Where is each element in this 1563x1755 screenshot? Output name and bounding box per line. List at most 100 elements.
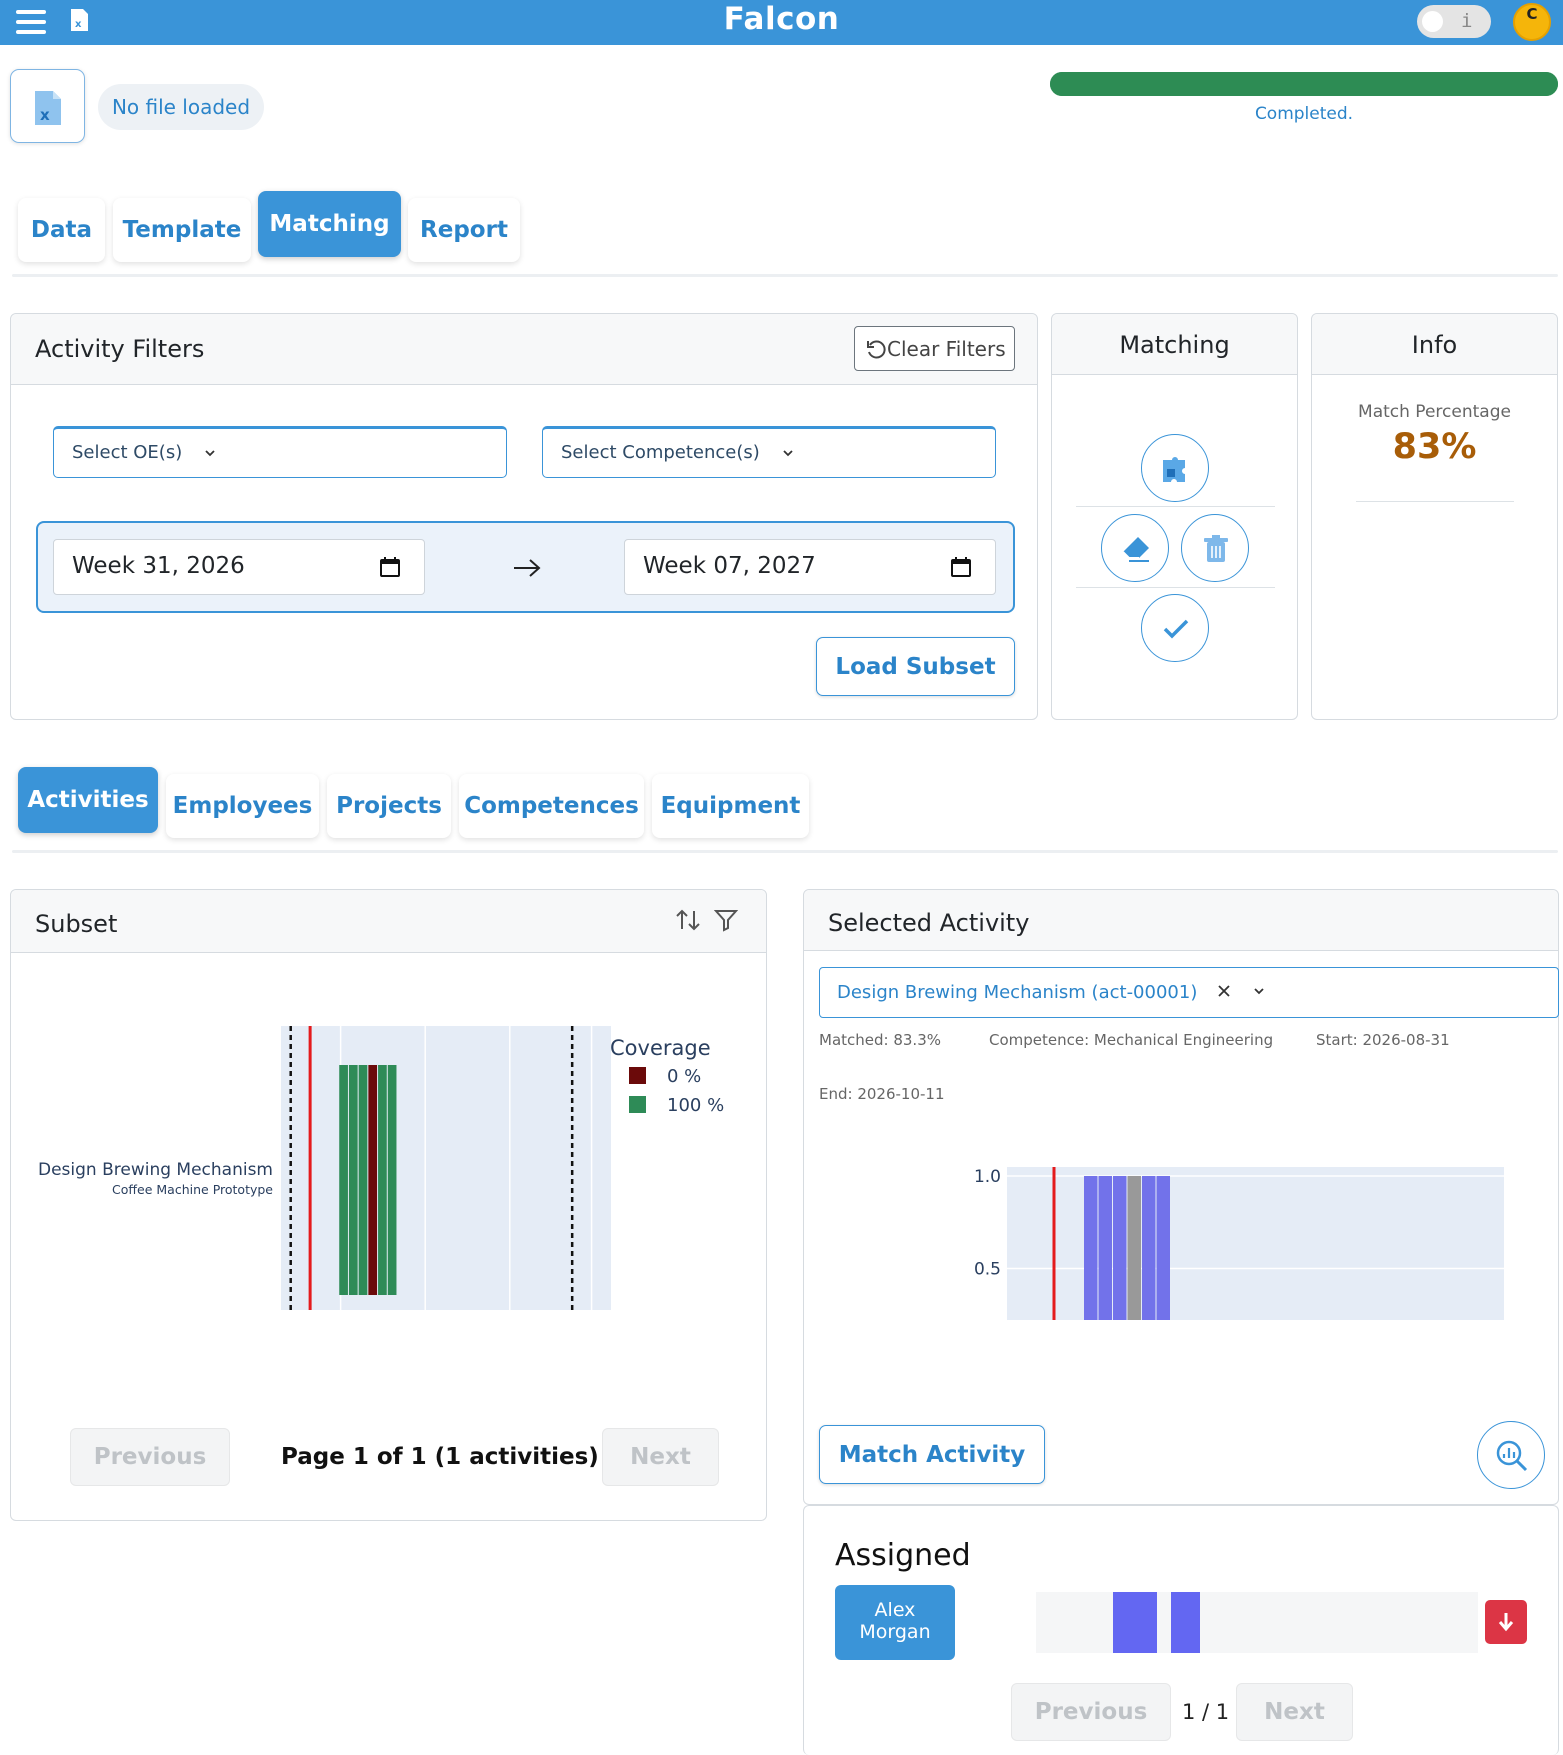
divider [1356,501,1514,502]
previous-button[interactable]: Previous [70,1428,230,1486]
assigned-card: Assigned Alex Morgan Previous 1 / 1 Next [803,1505,1559,1755]
chevron-down-icon [782,450,793,457]
tab-template[interactable]: Template [113,198,251,262]
card-title: Matching [1119,331,1230,359]
tab-divider [12,274,1558,277]
menu-icon[interactable] [16,10,46,34]
subset-gantt-chart: Sep 2026Nov 2026Jan 2027Mar 2027Design B… [38,1026,724,1310]
date-from-input[interactable]: Week 31, 2026 [53,539,425,595]
tab-matching[interactable]: Matching [258,191,401,257]
subset-card: Subset Sep 2026Nov 2026Jan 2027Mar 2027D… [10,889,767,1521]
date-range-group: Week 31, 2026 Week 07, 2027 [36,521,1015,613]
file-upload-button[interactable]: x [10,69,85,143]
tab-data[interactable]: Data [18,198,105,262]
card-header [11,890,766,953]
load-bar [1084,1176,1098,1320]
oe-select[interactable]: Select OE(s) [53,426,507,478]
plot-background [281,1026,611,1310]
close-icon[interactable] [1217,984,1231,998]
trash-icon [1204,535,1228,562]
tab-divider [12,850,1558,853]
chevron-down-icon [205,450,215,457]
timeline-bar [1171,1592,1200,1653]
top-bar: x Falcon i C [0,0,1563,45]
date-to-value: Week 07, 2027 [643,553,816,579]
card-title: Info [1411,331,1458,359]
reset-icon [867,340,886,359]
tab-report[interactable]: Report [408,198,520,262]
coverage-bar [358,1065,368,1295]
assigned-pager: 1 / 1 [1182,1700,1230,1724]
match-activity-button[interactable]: Match Activity [819,1425,1045,1484]
progress-label: Completed. [1254,104,1354,124]
load-bar [1113,1176,1127,1320]
date-to-input[interactable]: Week 07, 2027 [624,539,996,595]
chevron-down-icon [1254,988,1264,995]
match-percentage-value: 83% [1392,427,1477,467]
eraser-icon [1122,537,1149,562]
date-from-value: Week 31, 2026 [72,553,245,579]
tab-competences[interactable]: Competences [459,774,644,838]
clear-match-button[interactable] [1101,514,1169,582]
competence-select-placeholder: Select Competence(s) [561,442,760,463]
checkmark-icon [1163,619,1189,639]
coverage-bar [348,1065,358,1295]
avatar[interactable]: C [1513,3,1551,41]
load-bar [1142,1176,1156,1320]
end-text: End: 2026-10-11 [819,1085,945,1103]
coverage-bar [339,1065,348,1295]
divider [1076,587,1275,588]
matching-card: Matching [1051,313,1298,720]
svg-text:x: x [40,106,50,124]
delete-button[interactable] [1181,514,1249,582]
page-info: Page 1 of 1 (1 activities) [281,1444,599,1470]
analyze-button[interactable] [1477,1421,1545,1489]
activity-select[interactable]: Design Brewing Mechanism (act-00001) [819,967,1559,1018]
match-percentage-label: Match Percentage [1358,402,1511,422]
matched-text: Matched: 83.3% [819,1031,941,1049]
calendar-icon [380,557,400,577]
activity-load-axes: 0.00.51.0w36-2026w44-2026w53-2027 [974,1167,1504,1320]
info-toggle[interactable]: i [1417,5,1491,38]
load-bar [1127,1176,1141,1320]
card-header [1052,314,1297,375]
unassign-button[interactable] [1485,1600,1527,1644]
card-header [1312,314,1557,375]
activity-filters-card: Activity Filters Clear Filters Select OE… [10,313,1038,720]
competence-select[interactable]: Select Competence(s) [542,426,996,478]
clear-filters-button[interactable]: Clear Filters [854,326,1015,371]
excel-file-icon: x [35,91,61,125]
legend-label: 0 % [667,1066,701,1087]
auto-match-button[interactable] [1141,434,1209,502]
filter-icon[interactable] [714,908,738,932]
app-title: Falcon [723,1,840,37]
employee-chip[interactable]: Alex Morgan [835,1585,955,1660]
assigned-next-button[interactable]: Next [1236,1683,1353,1741]
card-title: Selected Activity [828,909,1030,937]
confirm-match-button[interactable] [1141,594,1209,662]
card-title: Activity Filters [35,335,205,363]
magnifier-chart-icon [1496,1440,1528,1472]
progress-fill [1050,72,1558,96]
sort-icon[interactable] [675,908,701,932]
plot-background [1007,1167,1504,1320]
y-tick-label: 1.0 [974,1167,1001,1187]
file-status-badge: No file loaded [98,84,264,130]
next-button[interactable]: Next [602,1428,719,1486]
legend-swatch [629,1096,646,1113]
load-subset-button[interactable]: Load Subset [816,637,1015,696]
excel-file-icon[interactable]: x [70,8,89,32]
legend-title: Coverage [610,1036,711,1060]
clear-filters-label: Clear Filters [887,336,1006,361]
progress-bar [1050,72,1558,96]
tab-activities[interactable]: Activities [18,767,158,833]
timeline-bar [1113,1592,1157,1653]
competence-text: Competence: Mechanical Engineering [989,1031,1274,1049]
y-category-label: Design Brewing Mechanism [38,1160,273,1180]
load-bar [1098,1176,1112,1320]
tab-equipment[interactable]: Equipment [652,774,809,838]
tab-employees[interactable]: Employees [166,774,319,838]
assigned-previous-button[interactable]: Previous [1011,1683,1171,1741]
y-tick-label: 0.5 [974,1260,1001,1280]
tab-projects[interactable]: Projects [327,774,451,838]
